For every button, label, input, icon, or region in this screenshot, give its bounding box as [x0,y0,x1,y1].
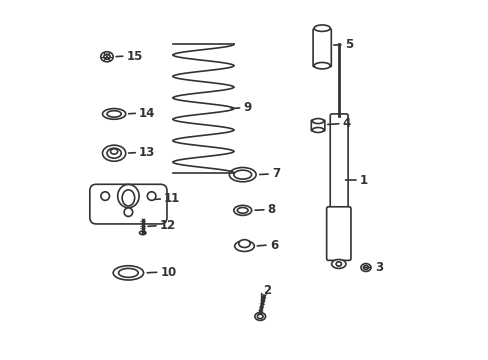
Ellipse shape [233,170,251,179]
Ellipse shape [313,25,329,31]
Text: 8: 8 [267,203,275,216]
Text: 3: 3 [374,261,382,274]
Ellipse shape [238,240,250,248]
Ellipse shape [363,266,367,270]
Ellipse shape [233,205,251,215]
FancyBboxPatch shape [329,114,347,217]
Text: 6: 6 [269,239,278,252]
Circle shape [147,192,156,201]
Ellipse shape [122,190,134,206]
Text: 5: 5 [344,39,352,51]
Ellipse shape [312,127,323,132]
Text: 1: 1 [359,174,367,186]
Ellipse shape [118,269,138,277]
Ellipse shape [254,312,265,320]
Text: 7: 7 [271,167,280,180]
Ellipse shape [103,54,110,59]
Ellipse shape [229,167,256,182]
Ellipse shape [313,63,329,69]
Ellipse shape [113,266,143,280]
Text: 9: 9 [243,102,251,114]
Ellipse shape [237,207,247,213]
Ellipse shape [234,241,254,251]
Ellipse shape [102,109,125,119]
Text: 13: 13 [139,146,155,159]
Circle shape [124,208,132,216]
Ellipse shape [107,148,121,158]
Text: 14: 14 [139,107,155,120]
Ellipse shape [107,111,121,117]
Ellipse shape [102,145,125,161]
Text: 4: 4 [342,117,350,130]
Ellipse shape [101,52,113,62]
Text: 10: 10 [160,266,177,279]
Text: 2: 2 [262,284,270,297]
Ellipse shape [335,262,341,266]
FancyBboxPatch shape [326,207,350,260]
FancyBboxPatch shape [312,29,331,67]
Ellipse shape [139,231,145,235]
Text: 12: 12 [160,219,176,232]
Ellipse shape [118,184,139,208]
Ellipse shape [110,149,118,154]
FancyBboxPatch shape [90,184,166,224]
Ellipse shape [331,260,345,269]
Text: 11: 11 [164,193,180,206]
Ellipse shape [360,264,370,271]
Ellipse shape [312,118,323,123]
FancyBboxPatch shape [311,120,324,131]
Circle shape [101,192,109,201]
Ellipse shape [257,314,263,319]
Text: 15: 15 [126,50,142,63]
